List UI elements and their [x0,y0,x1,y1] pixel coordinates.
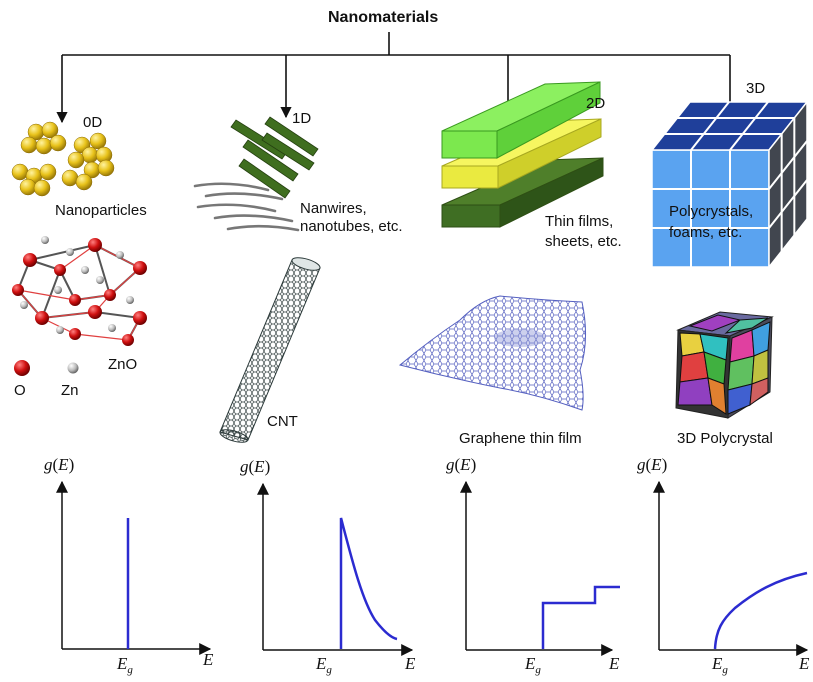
nanoparticle-sphere [39,163,57,181]
caption-1d-line2: nanotubes, etc. [300,218,403,235]
nanoparticles-illustration [11,121,115,197]
tick-eg-3d: Eg [712,654,728,677]
thin-films-illustration [441,81,604,228]
nanoparticle-sphere [19,178,37,196]
nanoparticle-sphere [20,136,38,154]
x-axis-label-2d: E [609,654,620,673]
label-3d-polycrystal: 3D Polycrystal [677,430,773,447]
dos-curve-2d [541,585,620,649]
polycrystal-grains-illustration [675,311,774,419]
caption-3d-line1: Polycrystals, [669,203,754,220]
y-axis-label-3d: g(E) [637,455,668,474]
caption-2d-line1: Thin films, [545,213,614,230]
x-axis-label-0d: E [203,650,214,669]
tick-eg-1d: Eg [316,654,332,677]
nanoparticle-sphere [67,151,85,169]
graphene-sheet-illustration [398,295,587,411]
y-axis-label-1d: g(E) [240,457,271,476]
label-0d: 0D [83,114,103,131]
caption-3d-line2: foams, etc. [669,224,743,241]
label-2d: 2D [586,95,606,112]
y-axis-label-0d: g(E) [44,455,75,474]
legend-o: O [14,382,26,399]
zinc-legend-atom [67,362,79,374]
nanoparticle-sphere [11,163,29,181]
zno-crystal-illustration [12,236,147,376]
tick-eg-2d: Eg [525,654,541,677]
nanoparticle-sphere [35,137,53,155]
tree-connectors [56,32,736,124]
nanoparticle-sphere [33,179,51,197]
label-graphene: Graphene thin film [459,430,582,447]
nanoparticle-sphere [61,169,79,187]
carbon-nanotube-illustration [219,257,321,443]
caption-2d-line2: sheets, etc. [545,233,622,250]
nanoparticle-sphere [75,173,93,191]
dos-curve-3d [713,571,808,650]
caption-1d-line1: Nanwires, [300,200,367,217]
x-axis-label-1d: E [405,654,416,673]
nanoparticle-sphere [49,134,67,152]
caption-nanoparticles: Nanoparticles [55,202,147,219]
density-of-states-plots [56,480,809,656]
polycrystal-cube-illustration [650,99,809,270]
nanoparticle-sphere [81,146,99,164]
label-cnt: CNT [267,413,298,430]
nanoparticle-sphere [89,132,107,150]
diagram-title: Nanomaterials [328,9,439,26]
nanoparticle-sphere [41,121,59,139]
label-1d: 1D [292,110,312,127]
label-zno: ZnO [108,356,138,373]
tick-eg-0d: Eg [117,654,133,677]
nanowires-illustration [193,116,319,232]
label-3d: 3D [746,80,766,97]
y-axis-label-2d: g(E) [446,455,477,474]
dos-curve-1d [339,517,398,649]
x-axis-label-3d: E [799,654,810,673]
oxygen-legend-atom [14,360,30,376]
legend-zn: Zn [61,382,79,399]
nanoparticle-sphere [97,159,115,177]
